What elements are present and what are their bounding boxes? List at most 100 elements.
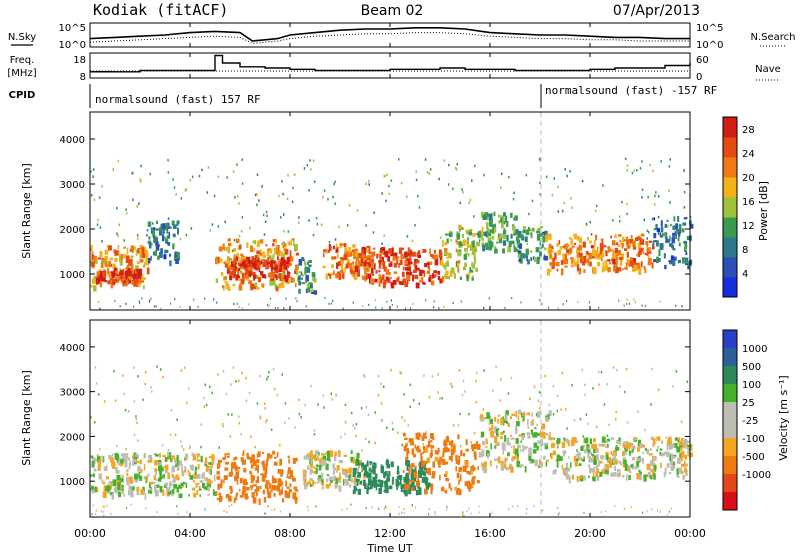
velocity-cell bbox=[622, 445, 627, 448]
power-colorbar-segment bbox=[723, 197, 737, 218]
power-cell bbox=[641, 304, 643, 307]
velocity-cell bbox=[156, 511, 158, 514]
power-cell bbox=[250, 245, 253, 253]
power-cell bbox=[557, 307, 559, 310]
power-cell bbox=[455, 166, 457, 170]
velocity-cell bbox=[330, 480, 333, 483]
power-cell bbox=[227, 260, 230, 268]
velocity-cell bbox=[334, 454, 337, 462]
power-cell bbox=[646, 237, 648, 240]
velocity-cell bbox=[158, 462, 162, 466]
power-cell bbox=[510, 240, 515, 245]
power-cell bbox=[222, 285, 225, 289]
velocity-cell bbox=[183, 470, 186, 473]
power-cell bbox=[459, 201, 461, 205]
power-cell bbox=[598, 257, 602, 260]
power-cell bbox=[107, 271, 111, 274]
velocity-cell bbox=[505, 467, 510, 471]
power-cell bbox=[340, 260, 344, 264]
velocity-cell bbox=[279, 489, 283, 495]
velocity-cell bbox=[95, 382, 98, 385]
velocity-cell bbox=[198, 488, 202, 491]
velocity-cell bbox=[207, 486, 210, 492]
velocity-cell bbox=[558, 512, 560, 515]
power-cell bbox=[448, 163, 450, 167]
velocity-cell bbox=[350, 456, 353, 461]
velocity-cell bbox=[686, 380, 689, 383]
time-xlabel: Time UT bbox=[366, 542, 412, 554]
power-cell bbox=[206, 191, 209, 194]
velocity-cell bbox=[625, 474, 628, 481]
velocity-cell bbox=[536, 423, 538, 426]
velocity-data-scatter bbox=[90, 365, 693, 517]
power-cell bbox=[562, 245, 566, 248]
power-cell bbox=[539, 158, 541, 162]
velocity-cell bbox=[480, 431, 485, 438]
power-cell bbox=[615, 267, 619, 274]
velocity-cell bbox=[288, 417, 290, 420]
velocity-cell bbox=[155, 454, 159, 457]
velocity-cell bbox=[405, 484, 408, 491]
power-cell bbox=[660, 234, 663, 238]
power-cell bbox=[641, 160, 643, 163]
power-cell bbox=[272, 242, 275, 247]
velocity-cell bbox=[681, 471, 684, 475]
velocity-cell bbox=[451, 440, 454, 447]
power-cell bbox=[128, 279, 131, 284]
velocity-cell bbox=[346, 507, 348, 510]
velocity-colorbar-segment bbox=[723, 474, 737, 493]
power-cell bbox=[468, 201, 470, 204]
power-cell bbox=[348, 262, 352, 267]
power-cell bbox=[473, 215, 475, 218]
power-cell bbox=[232, 264, 235, 267]
power-cell bbox=[678, 230, 682, 234]
velocity-cell bbox=[132, 455, 136, 458]
power-cell bbox=[236, 252, 239, 259]
velocity-cell bbox=[260, 473, 264, 476]
velocity-cell bbox=[355, 459, 359, 466]
velocity-cell bbox=[605, 510, 607, 513]
velocity-cell bbox=[216, 497, 220, 501]
velocity-cell bbox=[273, 387, 276, 391]
velocity-cell bbox=[468, 507, 470, 510]
velocity-cell bbox=[135, 456, 139, 459]
power-cell bbox=[242, 256, 246, 260]
velocity-cell bbox=[367, 413, 370, 416]
velocity-cell bbox=[430, 445, 433, 449]
velocity-cell bbox=[385, 460, 390, 465]
velocity-cell bbox=[542, 509, 544, 512]
velocity-cell bbox=[321, 482, 324, 490]
power-cell bbox=[619, 257, 623, 261]
power-cell bbox=[564, 243, 568, 250]
power-cell bbox=[506, 221, 509, 227]
velocity-cell bbox=[257, 451, 261, 457]
power-cell bbox=[150, 227, 153, 234]
power-cell bbox=[98, 301, 100, 304]
velocity-cell bbox=[593, 460, 597, 465]
velocity-cell bbox=[612, 366, 615, 369]
velocity-cell bbox=[313, 470, 316, 474]
power-cell bbox=[570, 247, 573, 251]
velocity-cell bbox=[106, 504, 108, 507]
power-cell bbox=[433, 254, 438, 260]
velocity-cell bbox=[371, 506, 373, 509]
velocity-cell bbox=[192, 454, 197, 461]
power-cell bbox=[656, 240, 659, 247]
power-cell bbox=[657, 232, 660, 235]
velocity-cell bbox=[183, 366, 186, 369]
velocity-cell bbox=[148, 482, 151, 488]
velocity-cell bbox=[354, 477, 356, 484]
velocity-colorbar-segment bbox=[723, 456, 737, 475]
velocity-cell bbox=[632, 456, 635, 461]
power-cell bbox=[374, 278, 378, 283]
power-cell bbox=[274, 261, 277, 266]
power-cell bbox=[227, 255, 230, 262]
velocity-cell bbox=[680, 451, 685, 458]
velocity-cell bbox=[344, 472, 348, 478]
velocity-cell bbox=[422, 432, 427, 436]
power-cell bbox=[400, 181, 403, 185]
power-cell bbox=[169, 253, 172, 257]
power-cell bbox=[303, 261, 307, 266]
velocity-cell bbox=[94, 421, 96, 424]
velocity-cell bbox=[96, 454, 99, 457]
